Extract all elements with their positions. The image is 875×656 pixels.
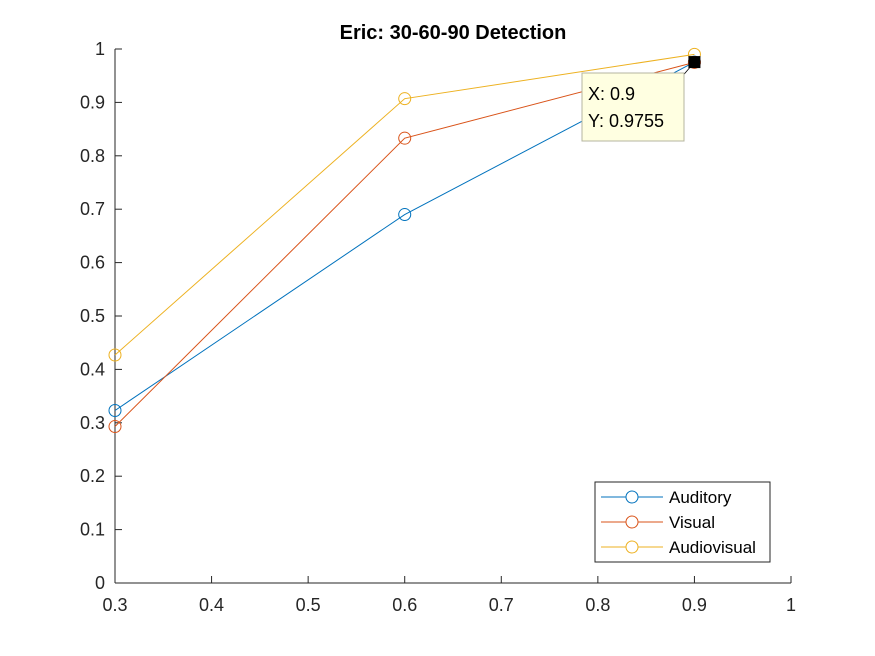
legend-marker-visual — [625, 515, 639, 529]
x-tick-label: 0.4 — [199, 595, 224, 615]
data-tip-y-label: Y: 0.9755 — [588, 111, 664, 131]
x-tick-label: 0.5 — [296, 595, 321, 615]
x-tick-label: 0.9 — [682, 595, 707, 615]
legend-item-auditory[interactable]: Auditory — [601, 488, 732, 507]
y-tick-label: 0.7 — [80, 199, 105, 219]
x-tick-label: 1 — [786, 595, 796, 615]
data-point-audiovisual[interactable] — [398, 92, 412, 106]
series-line-audiovisual — [114, 53, 695, 356]
legend-item-audiovisual[interactable]: Audiovisual — [601, 538, 756, 557]
y-tick-label: 0.9 — [80, 92, 105, 112]
y-tick-label: 0.1 — [80, 520, 105, 540]
y-tick-label: 0.5 — [80, 306, 105, 326]
data-tip-x-label: X: 0.9 — [588, 84, 635, 104]
data-point-auditory[interactable] — [398, 208, 412, 222]
chart-title: Eric: 30-60-90 Detection — [340, 22, 567, 44]
series-audiovisual — [108, 47, 701, 362]
legend-item-visual[interactable]: Visual — [601, 513, 715, 532]
x-tick-label: 0.6 — [392, 595, 417, 615]
legend[interactable]: Auditory Visual Audiovisual — [594, 481, 771, 563]
data-tip-marker[interactable] — [688, 56, 701, 69]
y-tick-label: 0.6 — [80, 253, 105, 273]
y-tick-label: 0 — [95, 573, 105, 593]
data-tip-box — [581, 72, 685, 142]
y-tick-label: 0.8 — [80, 146, 105, 166]
legend-label-auditory: Auditory — [669, 488, 732, 507]
axes: 0.3 0.4 0.5 0.6 0.7 0.8 0.9 1 0 0.1 0.2 0.3 0.4 0.5 0.… — [80, 39, 796, 615]
y-tick-label: 1 — [95, 39, 105, 59]
x-tick-label: 0.8 — [585, 595, 610, 615]
data-point-visual[interactable] — [108, 420, 122, 434]
data-point-visual[interactable] — [398, 131, 412, 145]
data-point-audiovisual[interactable] — [108, 348, 122, 362]
y-tick-label: 0.3 — [80, 413, 105, 433]
legend-label-visual: Visual — [669, 513, 715, 532]
legend-label-audiovisual: Audiovisual — [669, 538, 756, 557]
legend-marker-audiovisual — [625, 540, 639, 554]
x-tick-label: 0.3 — [102, 595, 127, 615]
data-point-auditory[interactable] — [108, 404, 122, 418]
data-tip[interactable]: X: 0.9 Y: 0.9755 — [581, 56, 701, 142]
y-tick-label: 0.4 — [80, 359, 105, 379]
x-tick-label: 0.7 — [489, 595, 514, 615]
legend-marker-auditory — [625, 490, 639, 504]
y-tick-label: 0.2 — [80, 466, 105, 486]
